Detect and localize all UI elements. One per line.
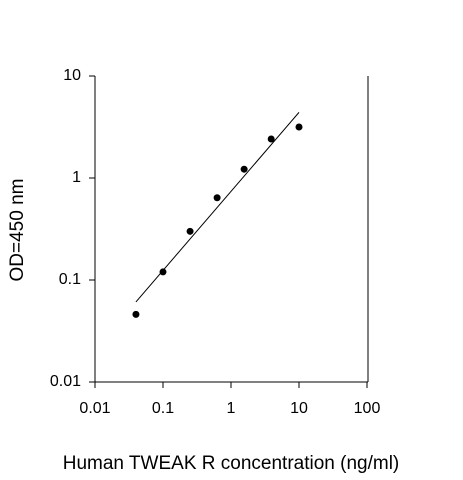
data-point (295, 123, 303, 131)
x-tick-label: 1 (227, 400, 236, 417)
data-point (186, 227, 194, 235)
data-point (240, 165, 248, 173)
y-tick-label: 1 (72, 169, 81, 186)
x-tick-label: 0.01 (79, 400, 110, 417)
fit-line (135, 112, 300, 303)
y-axis-title: OD=450 nm (7, 179, 28, 282)
data-point (159, 268, 167, 276)
data-point (267, 135, 275, 143)
y-tick-label: 0.01 (50, 373, 81, 390)
data-point (213, 194, 221, 202)
y-tick-label: 10 (63, 67, 81, 84)
y-tick-label: 0.1 (59, 271, 81, 288)
data-point (132, 310, 140, 318)
x-tick-label: 0.1 (152, 400, 174, 417)
x-tick-label: 10 (290, 400, 308, 417)
x-axis-title: Human TWEAK R concentration (ng/ml) (63, 453, 400, 474)
x-tick-label: 100 (354, 400, 381, 417)
